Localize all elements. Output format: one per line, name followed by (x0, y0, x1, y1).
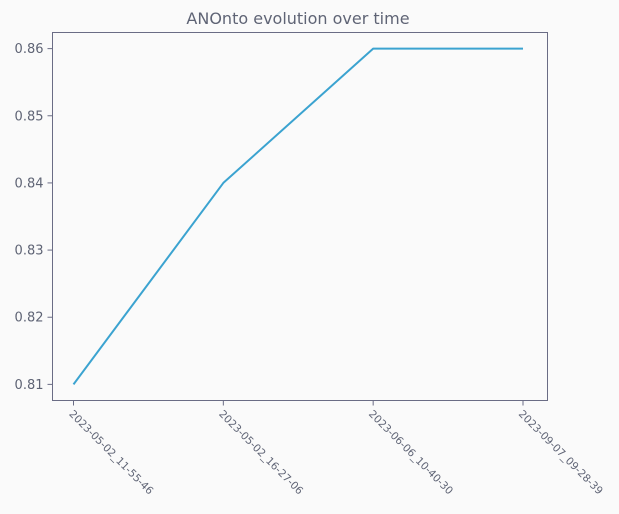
y-tick-label: 0.82 (15, 311, 44, 326)
x-axis: 2023-05-02_11-55-46 2023-05-02_16-27-06 20… (66, 400, 605, 497)
series-layer (72, 47, 524, 385)
x-tick-label: 2023-06-06_10-40-30 (366, 408, 455, 497)
y-tick-label: 0.86 (15, 42, 44, 57)
chart-title: ANOnto evolution over time (186, 9, 409, 28)
y-tick-label: 0.84 (15, 176, 44, 191)
x-tick-label: 2023-09-07_09-28-39 (516, 408, 605, 497)
y-axis: 0.81 0.82 0.83 0.84 0.85 0.86 (15, 42, 53, 393)
y-tick-label: 0.81 (15, 378, 44, 393)
y-tick-label: 0.83 (15, 244, 44, 259)
plot-area (52, 32, 548, 401)
y-tick-label: 0.85 (15, 109, 44, 124)
x-tick-label: 2023-05-02_11-55-46 (66, 408, 155, 497)
series-line (72, 47, 523, 385)
x-tick-label: 2023-05-02_16-27-06 (216, 408, 305, 497)
